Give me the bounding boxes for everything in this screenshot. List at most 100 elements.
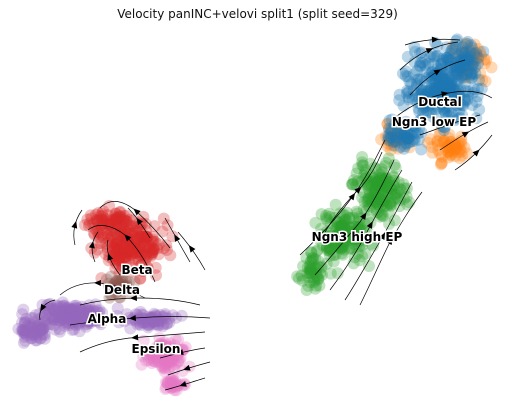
cell-point [436,69,448,82]
cell-point [83,315,96,328]
cell-point [148,220,161,233]
cell-point [129,233,142,246]
cell-point [72,308,85,321]
cell-point [67,312,79,324]
cell-point [441,88,454,101]
cell-point [113,251,126,264]
cell-point [406,135,419,148]
cell-point [66,313,79,326]
cell-point [369,183,382,196]
cell-point [472,51,485,64]
cell-point [80,320,93,333]
cell-point [113,291,126,304]
cell-point [149,235,162,248]
cell-point [375,163,388,176]
cell-point [447,81,460,93]
cell-point [53,309,66,322]
cell-point [443,82,456,95]
cell-point [166,348,179,361]
cell-point [402,132,415,145]
cell-point [461,35,474,48]
cell-point [147,352,160,365]
cell-point [158,361,171,374]
cell-point [434,158,447,171]
cell-point [323,207,335,220]
cell-point [457,64,470,77]
cell-point [91,215,104,228]
cell-point [458,47,471,60]
cell-point [376,198,389,211]
cell-point [165,377,178,390]
cell-point [12,322,25,335]
cell-point [449,142,462,155]
cell-point [334,230,347,242]
cell-point [56,296,69,309]
cell-point [42,307,55,320]
cell-point [320,212,333,225]
cell-point [167,375,180,388]
cell-point [470,48,483,61]
cell-point [155,360,168,373]
cell-point [93,213,106,226]
cell-point [456,60,469,73]
cell-point [445,75,457,88]
cell-point [359,247,372,260]
cell-point [147,235,160,248]
cell-point [382,152,395,165]
cell-point [428,84,441,97]
cell-point [59,316,72,329]
cell-point [374,178,386,191]
velocity-stream [329,169,403,291]
cell-point [57,300,70,313]
cell-point [469,60,482,73]
cell-point [460,68,472,80]
cell-point [59,305,72,318]
cell-point [110,212,123,224]
cell-point [123,255,136,268]
cell-point [372,179,385,192]
cell-point [305,246,318,259]
cell-point [386,130,399,142]
cell-point [430,86,443,99]
cell-point [347,233,360,245]
cell-point [67,316,79,329]
cell-point [450,35,463,47]
cell-point [141,230,154,243]
cell-point [155,341,168,354]
cell-point [338,217,351,230]
cell-point [428,50,441,63]
cell-point [437,93,449,106]
cell-point [146,311,159,324]
cell-point [141,239,154,252]
cell-point [109,286,122,299]
cell-point [312,255,325,268]
cell-point [347,211,360,224]
cell-point [455,145,468,158]
cell-point [443,80,456,93]
cell-point [155,340,168,353]
cell-point [425,82,438,95]
cell-point [146,243,159,256]
cell-point [24,312,37,324]
cell-point [309,253,322,265]
cell-point [385,139,398,152]
cell-point [116,229,129,242]
cell-point [439,73,452,86]
cell-point [444,144,457,157]
cell-point [168,339,181,352]
cell-point [468,62,481,74]
velocity-arrowhead [433,69,442,76]
cell-point [111,238,124,250]
cell-point [409,120,422,133]
cell-point [472,57,484,70]
cell-point [354,221,367,234]
cell-point [348,227,361,240]
cell-point [385,187,398,200]
cell-point [50,310,63,323]
cell-point [429,72,442,85]
cell-point [357,159,370,172]
cell-point [464,67,477,80]
cell-point [453,90,465,103]
cell-point [32,313,45,326]
cell-point [19,327,32,340]
